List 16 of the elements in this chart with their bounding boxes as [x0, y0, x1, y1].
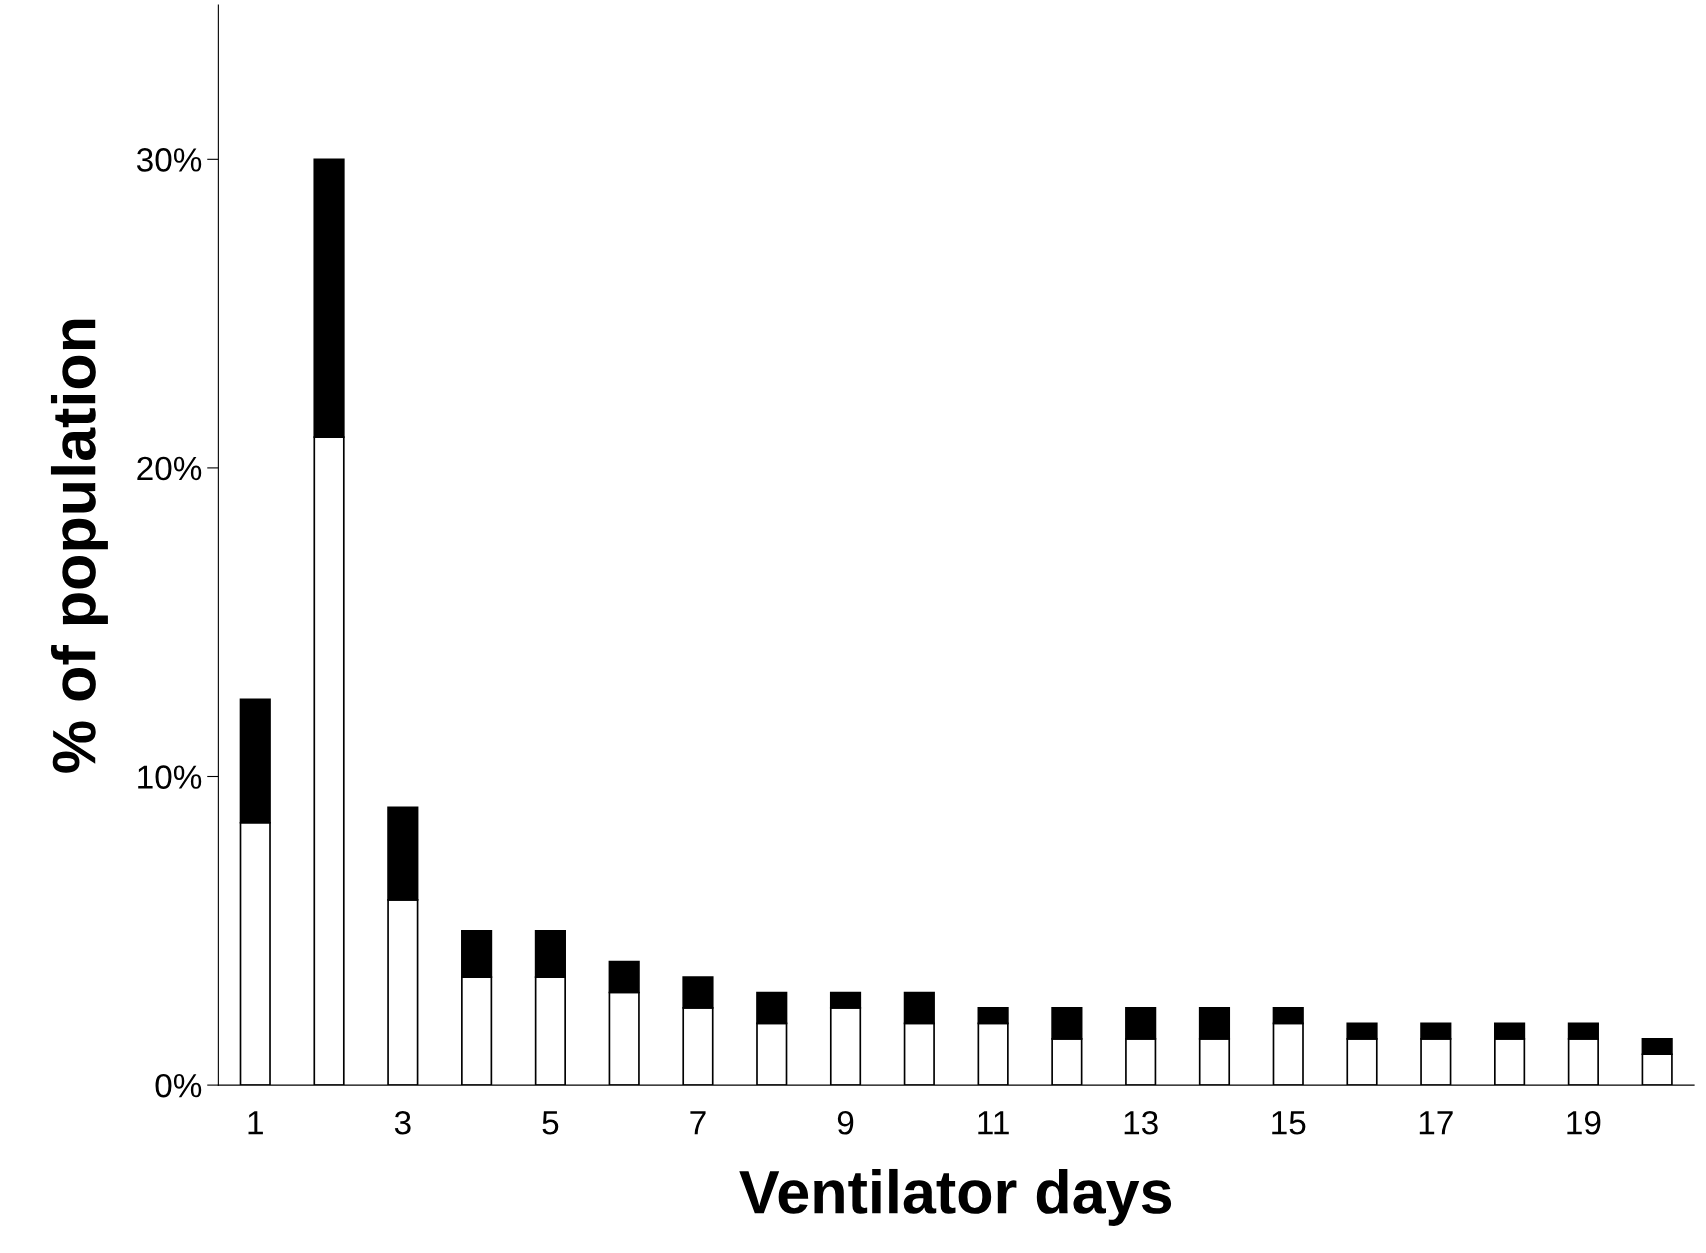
x-tick-label: 19: [1567, 1110, 1601, 1135]
x-tick-label: 15: [1272, 1111, 1306, 1135]
x-tick-label: 1: [248, 1111, 263, 1135]
x-tick-label: 13: [1124, 1110, 1158, 1135]
x-tick-label: 17: [1419, 1111, 1453, 1135]
y-tick-label: 20%: [137, 456, 202, 481]
x-tick-label: 3: [394, 1110, 411, 1135]
y-tick-label: 30%: [136, 148, 202, 172]
y-axis-title: % of population: [50, 319, 108, 773]
x-tick-label: 11: [978, 1111, 1009, 1135]
x-tick-label: 7: [690, 1111, 706, 1135]
y-tick-label: 0%: [155, 1073, 202, 1098]
x-tick-label: 9: [837, 1110, 854, 1135]
x-tick-label: 5: [542, 1111, 559, 1135]
x-axis-title: Ventilator days: [739, 1168, 1172, 1226]
y-tick-label: 10%: [138, 765, 202, 789]
